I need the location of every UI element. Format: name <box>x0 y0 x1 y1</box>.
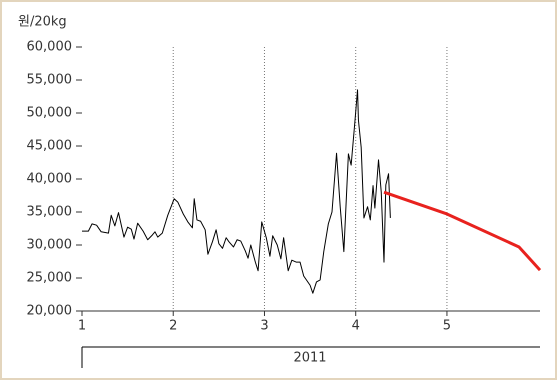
y-tick-label: 55,000 <box>27 73 73 88</box>
x-group-label: 2011 <box>293 351 326 366</box>
x-tick-label: 4 <box>352 319 360 334</box>
y-tick-label: 30,000 <box>27 238 73 253</box>
x-tick-label: 3 <box>260 319 268 334</box>
x-tick-label: 2 <box>169 319 177 334</box>
series-line <box>383 190 542 272</box>
y-tick-label: 60,000 <box>27 40 73 55</box>
y-tick-label: 50,000 <box>27 106 73 121</box>
y-tick-label: 40,000 <box>27 172 73 187</box>
x-tick-label: 1 <box>78 319 86 334</box>
x-tick-label: 5 <box>443 319 451 334</box>
y-tick-label: 20,000 <box>27 304 73 319</box>
y-tick-label: 35,000 <box>27 205 73 220</box>
y-tick-label: 45,000 <box>27 139 73 154</box>
series-line <box>82 89 391 294</box>
y-tick-label: 25,000 <box>27 271 73 286</box>
y-axis-label: 원/20kg <box>18 15 67 30</box>
